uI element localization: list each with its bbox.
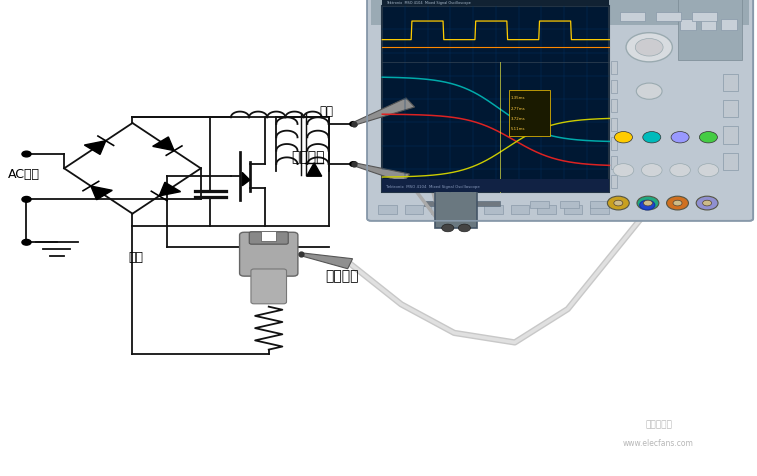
Bar: [680, 20, 696, 30]
Bar: [511, 206, 529, 214]
Bar: [382, 180, 609, 193]
Circle shape: [613, 164, 634, 177]
Polygon shape: [307, 163, 322, 177]
Circle shape: [350, 162, 357, 167]
Text: Tektronix  MSO 4104  Mixed Signal Oscilloscope: Tektronix MSO 4104 Mixed Signal Oscillos…: [386, 1, 471, 5]
Circle shape: [641, 164, 662, 177]
Bar: [721, 20, 737, 30]
Circle shape: [350, 122, 357, 127]
Circle shape: [643, 132, 661, 144]
Bar: [722, 127, 738, 145]
Circle shape: [640, 201, 655, 210]
Bar: [619, 13, 645, 22]
Polygon shape: [353, 163, 410, 183]
Text: www.elecfans.com: www.elecfans.com: [623, 438, 694, 447]
Text: 输出: 输出: [319, 104, 333, 118]
Text: 控制: 控制: [129, 250, 144, 264]
Bar: [678, 0, 742, 61]
Bar: [458, 206, 476, 214]
Bar: [656, 13, 681, 22]
FancyBboxPatch shape: [249, 232, 288, 245]
Circle shape: [22, 240, 31, 246]
Circle shape: [673, 201, 682, 207]
Bar: [484, 206, 503, 214]
Circle shape: [458, 225, 470, 232]
Bar: [611, 138, 617, 151]
Bar: [611, 99, 617, 113]
Polygon shape: [242, 173, 250, 186]
Bar: [722, 101, 738, 118]
Text: 电子发烧友: 电子发烧友: [645, 419, 672, 428]
Text: 5.11ms: 5.11ms: [511, 127, 525, 131]
Bar: [560, 202, 579, 208]
Bar: [692, 13, 718, 22]
Bar: [382, 7, 609, 193]
Bar: [424, 201, 500, 207]
Bar: [435, 190, 477, 228]
Polygon shape: [91, 187, 112, 200]
Bar: [405, 206, 423, 214]
Bar: [431, 206, 450, 214]
Bar: [564, 206, 582, 214]
Bar: [382, 0, 609, 7]
Bar: [722, 74, 738, 92]
Circle shape: [670, 164, 690, 177]
Circle shape: [667, 197, 688, 210]
Text: 差分探头: 差分探头: [291, 150, 325, 164]
Bar: [590, 206, 609, 214]
Circle shape: [441, 225, 453, 232]
Text: 电流探头: 电流探头: [326, 269, 359, 283]
Bar: [701, 20, 716, 30]
Bar: [537, 206, 556, 214]
Circle shape: [643, 201, 653, 207]
Circle shape: [696, 197, 718, 210]
Bar: [611, 61, 617, 75]
Circle shape: [626, 34, 672, 63]
Text: AC输入: AC输入: [8, 167, 39, 180]
Circle shape: [671, 132, 689, 144]
Polygon shape: [159, 183, 181, 197]
FancyBboxPatch shape: [367, 0, 753, 221]
Circle shape: [698, 164, 718, 177]
Bar: [590, 202, 609, 208]
FancyBboxPatch shape: [239, 233, 298, 277]
Circle shape: [607, 197, 629, 210]
Bar: [261, 232, 276, 241]
Polygon shape: [301, 253, 353, 269]
Bar: [611, 157, 617, 170]
Circle shape: [614, 201, 623, 207]
Bar: [611, 119, 617, 132]
Polygon shape: [153, 138, 174, 151]
Polygon shape: [84, 141, 106, 155]
Circle shape: [615, 132, 632, 144]
Bar: [371, 0, 749, 26]
FancyBboxPatch shape: [509, 90, 550, 137]
Polygon shape: [352, 99, 415, 126]
Bar: [378, 206, 397, 214]
Bar: [611, 176, 617, 189]
Circle shape: [699, 132, 718, 144]
Circle shape: [702, 201, 712, 207]
Circle shape: [22, 197, 31, 203]
Circle shape: [637, 197, 659, 210]
Text: Tektronix  MSO 4104  Mixed Signal Oscilloscope: Tektronix MSO 4104 Mixed Signal Oscillos…: [386, 184, 480, 188]
Bar: [722, 153, 738, 171]
Circle shape: [635, 40, 663, 57]
Circle shape: [22, 152, 31, 158]
Circle shape: [637, 84, 662, 100]
Text: 1.35ms: 1.35ms: [511, 96, 525, 100]
FancyBboxPatch shape: [251, 269, 286, 304]
Bar: [611, 80, 617, 94]
Bar: [530, 202, 549, 208]
Text: 2.77ms: 2.77ms: [511, 107, 525, 110]
Text: 3.72ms: 3.72ms: [511, 117, 525, 120]
